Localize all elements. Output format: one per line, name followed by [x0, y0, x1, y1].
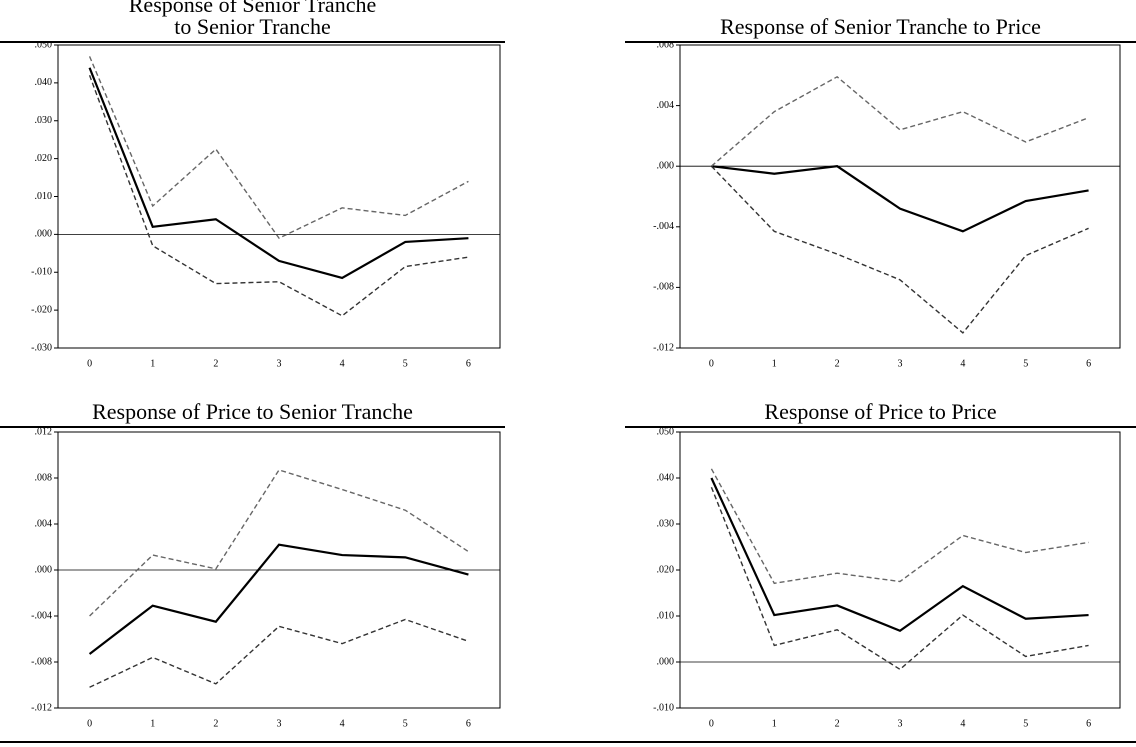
x-tick-label: 2 [213, 358, 218, 369]
chart-title: Response of Senior Tranche to Price [625, 0, 1136, 43]
y-tick-label: .000 [35, 564, 53, 575]
x-tick-label: 4 [960, 718, 965, 729]
y-tick-label: .040 [657, 472, 675, 483]
y-tick-label: -.010 [653, 702, 674, 713]
y-tick-label: .030 [35, 115, 53, 126]
series-line [88, 543, 469, 655]
chart: -.030 -.020 -.010 .000 .010 .020 .030 .040 .050 0… [31, 43, 501, 369]
y-tick-label: -.004 [653, 221, 674, 232]
y-tick-label: .020 [657, 564, 675, 575]
y-tick-label: .012 [35, 428, 53, 437]
x-tick-label: 6 [1086, 718, 1091, 729]
series-line [88, 75, 469, 317]
y-tick-label: .050 [657, 428, 675, 437]
series-line [710, 486, 1089, 671]
chart-title: Response of Senior Tranche to Senior Tra… [0, 0, 505, 43]
x-tick-label: 3 [277, 718, 282, 729]
x-tick-label: 3 [898, 358, 903, 369]
series-line [89, 469, 469, 617]
x-tick-label: 1 [150, 718, 155, 729]
x-tick-label: 4 [960, 358, 965, 369]
y-tick-label: .004 [657, 100, 675, 111]
y-tick-label: .008 [657, 43, 675, 50]
x-tick-label: 1 [150, 358, 155, 369]
x-tick-label: 0 [87, 718, 92, 729]
y-tick-label: -.012 [31, 702, 52, 713]
y-tick-label: .030 [657, 518, 675, 529]
series-line [710, 477, 1089, 632]
x-tick-label: 5 [1023, 358, 1028, 369]
y-tick-label: .000 [657, 656, 675, 667]
series-line [88, 56, 469, 240]
chart: -.012 -.008 -.004 .000 .004 .008 .012 0 1 2 3 4 5 6 [31, 428, 501, 729]
x-tick-label: 0 [87, 358, 92, 369]
series-line [88, 67, 469, 280]
panel: Response of Senior Tranche to Senior Tra… [0, 0, 505, 373]
x-tick-label: 0 [709, 358, 714, 369]
x-tick-label: 2 [835, 358, 840, 369]
y-tick-label: -.020 [31, 304, 52, 315]
panel: Response of Price to Senior Tranche -.012… [0, 388, 505, 738]
chart: -.010 .000 .010 .020 .030 .040 .050 0 1 2 3 4 5 6 [653, 428, 1121, 729]
series-line [711, 165, 1089, 233]
y-tick-label: .050 [35, 43, 53, 50]
x-tick-label: 5 [403, 718, 408, 729]
x-tick-label: 5 [403, 358, 408, 369]
y-tick-label: -.010 [31, 267, 52, 278]
chart-title: Response of Price to Price [625, 388, 1136, 428]
panel: Response of Price to Price -.010 .000 .010.… [625, 388, 1136, 738]
x-tick-label: 2 [213, 718, 218, 729]
y-tick-label: .020 [35, 153, 53, 164]
x-tick-label: 1 [772, 358, 777, 369]
series-line [710, 75, 1089, 167]
x-tick-label: 0 [709, 718, 714, 729]
y-tick-label: .004 [35, 518, 53, 529]
plot-frame [679, 431, 1121, 709]
y-tick-label: -.008 [31, 656, 52, 667]
chart: -.012 -.008 -.004 .000 .004 .008 0 1 2 3 4 5 6 [653, 43, 1121, 369]
series-line [710, 468, 1089, 585]
y-tick-label: -.030 [31, 342, 52, 353]
y-tick-label: .000 [657, 160, 675, 171]
x-tick-label: 6 [1086, 358, 1091, 369]
y-tick-label: -.012 [653, 342, 674, 353]
y-tick-label: -.008 [653, 282, 674, 293]
y-tick-label: .010 [35, 191, 53, 202]
x-tick-label: 3 [898, 718, 903, 729]
rule [0, 741, 1136, 743]
x-tick-label: 1 [772, 718, 777, 729]
y-tick-label: -.004 [31, 610, 52, 621]
x-tick-label: 5 [1023, 718, 1028, 729]
series-line [89, 618, 469, 688]
x-tick-label: 4 [340, 718, 345, 729]
plot-frame [679, 44, 1121, 349]
x-tick-label: 2 [835, 718, 840, 729]
y-tick-label: .008 [35, 472, 53, 483]
x-tick-label: 6 [466, 358, 471, 369]
plot-frame [57, 44, 501, 349]
x-tick-label: 6 [466, 718, 471, 729]
series-line [710, 165, 1089, 334]
y-tick-label: .040 [35, 77, 53, 88]
y-tick-label: .010 [657, 610, 675, 621]
chart-title: Response of Price to Senior Tranche [0, 388, 505, 428]
x-tick-label: 4 [340, 358, 345, 369]
panel: Response of Senior Tranche to Price -.012… [625, 0, 1136, 373]
x-tick-label: 3 [277, 358, 282, 369]
y-tick-label: .000 [35, 229, 53, 240]
